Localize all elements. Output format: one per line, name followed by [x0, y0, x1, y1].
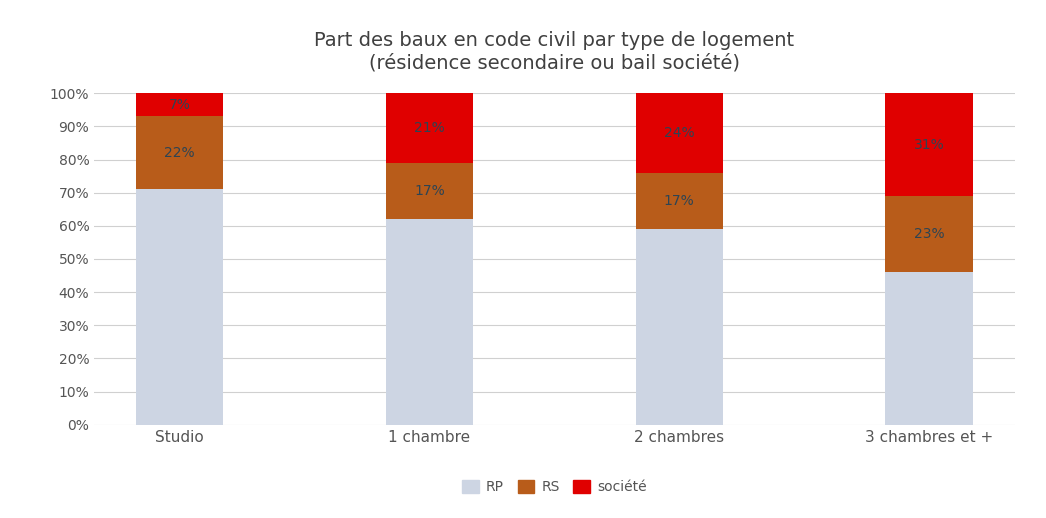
Title: Part des baux en code civil par type de logement
(résidence secondaire ou bail s: Part des baux en code civil par type de …	[314, 31, 795, 72]
Bar	[136, 93, 224, 117]
Bar	[885, 93, 973, 196]
Text: 17%: 17%	[664, 194, 695, 208]
Bar	[636, 229, 723, 425]
Text: 17%: 17%	[414, 184, 445, 198]
Text: 31%: 31%	[914, 138, 945, 152]
Text: 22%: 22%	[164, 146, 195, 160]
Legend: RP, RS, société: RP, RS, société	[456, 475, 653, 500]
Text: 7%: 7%	[168, 98, 190, 112]
Bar	[386, 163, 473, 219]
Bar	[636, 173, 723, 229]
Bar	[386, 219, 473, 425]
Bar	[885, 272, 973, 425]
Text: 21%: 21%	[414, 121, 445, 135]
Bar	[636, 93, 723, 173]
Bar	[136, 117, 224, 190]
Text: 23%: 23%	[914, 227, 945, 241]
Text: 24%: 24%	[664, 126, 695, 140]
Bar	[386, 93, 473, 163]
Bar	[885, 196, 973, 272]
Bar	[136, 190, 224, 425]
